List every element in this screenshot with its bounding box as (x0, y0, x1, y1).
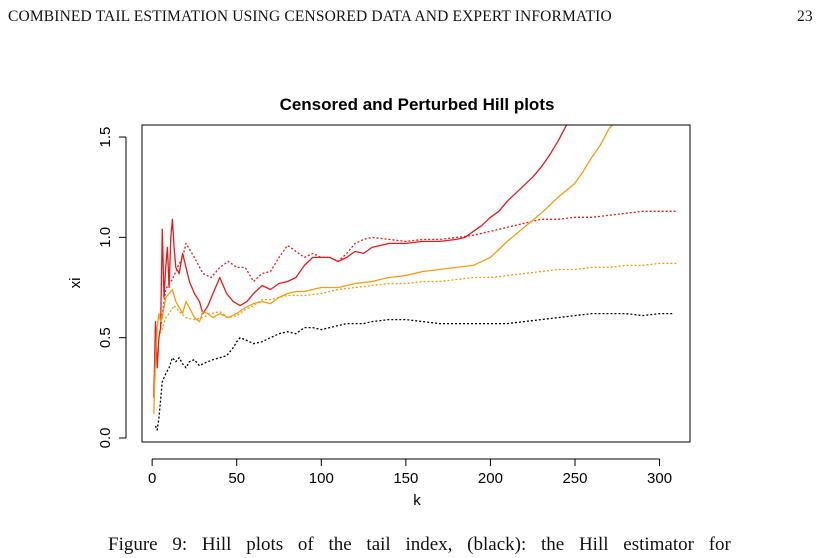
series-line-2 (159, 210, 677, 328)
running-head: COMBINED TAIL ESTIMATION USING CENSORED … (0, 8, 821, 32)
hill-plot-chart: Censored and Perturbed Hill plots 0 50 100… (67, 95, 691, 509)
series-line-5 (154, 312, 674, 431)
y-axis-label: xi (67, 278, 84, 289)
x-tick-label: 200 (478, 470, 503, 487)
x-tick-label: 100 (309, 470, 334, 487)
plot-box (141, 124, 691, 443)
x-axis: 0 50 100 150 200 250 300 (148, 458, 672, 487)
series-line-1 (153, 125, 568, 398)
y-tick-label: 1.5 (97, 127, 114, 148)
running-title: COMBINED TAIL ESTIMATION USING CENSORED … (8, 8, 612, 25)
y-tick-label: 0.5 (97, 327, 114, 348)
y-tick-label: 1.0 (97, 227, 114, 248)
series-line-4 (159, 262, 677, 334)
x-tick-label: 300 (647, 470, 672, 487)
x-tick-label: 0 (148, 470, 156, 487)
x-tick-label: 250 (562, 470, 587, 487)
page-number: 23 (797, 8, 813, 25)
chart-title: Censored and Perturbed Hill plots (280, 95, 555, 114)
series-line-3 (153, 125, 613, 414)
x-tick-label: 50 (228, 470, 245, 487)
y-tick-label: 0.0 (97, 428, 114, 449)
y-axis: 0.0 0.5 1.0 1.5 (97, 127, 127, 449)
x-tick-label: 150 (393, 470, 418, 487)
x-axis-label: k (413, 492, 421, 509)
figure-caption: Figure 9: Hill plots of the tail index, … (108, 534, 731, 555)
series-layer (153, 125, 677, 431)
